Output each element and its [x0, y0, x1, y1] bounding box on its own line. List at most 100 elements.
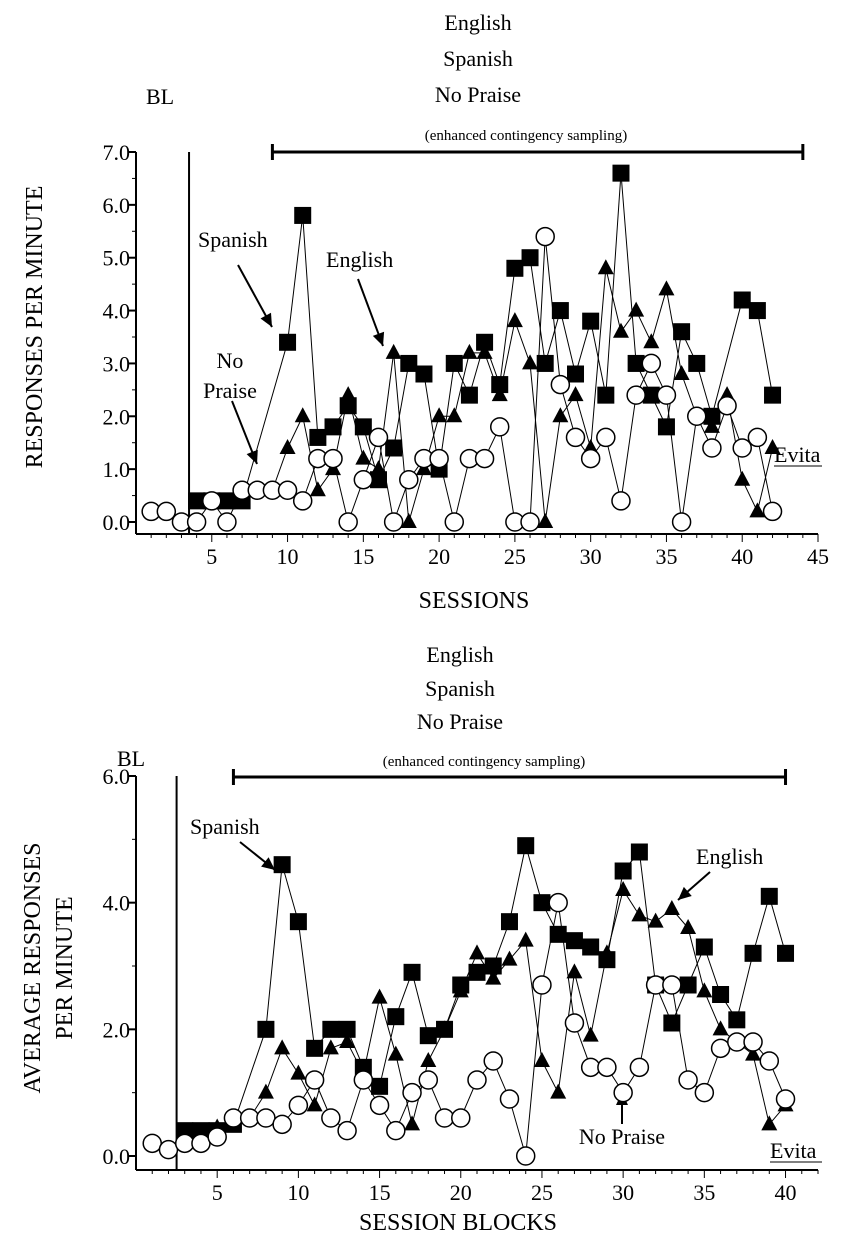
triangle-marker: [385, 343, 402, 359]
triangle-marker: [294, 407, 311, 423]
x-tick-label: 5: [212, 1180, 223, 1205]
circle-marker: [775, 1089, 796, 1109]
circle-marker: [429, 448, 449, 469]
circle-marker: [292, 491, 313, 511]
triangle-marker: [537, 513, 554, 528]
x-tick-label: 20: [450, 1180, 472, 1205]
triangle-marker: [446, 407, 463, 423]
circle-marker: [743, 1032, 763, 1052]
square-marker: [322, 1020, 340, 1038]
circle-marker: [532, 975, 552, 995]
circle-marker: [727, 1032, 747, 1052]
circle-marker: [687, 406, 707, 427]
square-marker: [273, 856, 291, 874]
circle-marker: [596, 427, 616, 448]
square-marker: [415, 365, 433, 383]
triangle-marker: [340, 386, 357, 402]
x-tick-label: 10: [287, 1180, 309, 1205]
circle-marker: [732, 438, 752, 458]
triangle-marker: [355, 449, 372, 465]
x-tick-label: 35: [655, 544, 677, 569]
circle-marker: [483, 1051, 503, 1071]
square-marker: [476, 333, 494, 351]
circle-marker: [597, 1057, 617, 1078]
circle-marker: [710, 1038, 731, 1059]
square-marker: [257, 1020, 275, 1038]
chart-session-blocks: English Spanish No Praise BL (enhanced c…: [20, 642, 822, 1236]
square-marker: [460, 386, 478, 404]
condition-english-label: English: [426, 642, 493, 667]
circle-marker: [369, 1095, 390, 1116]
y-axis-title-line1: AVERAGE RESPONSES: [20, 843, 46, 1094]
triangle-marker: [370, 460, 387, 476]
square-marker: [551, 302, 569, 320]
square-marker: [748, 302, 766, 320]
circle-marker: [580, 448, 601, 469]
circle-marker: [223, 1108, 244, 1128]
square-marker: [712, 986, 730, 1003]
square-marker: [744, 944, 762, 962]
condition-english-label: English: [444, 10, 511, 35]
x-axis-title: SESSIONS: [419, 588, 530, 614]
triangle-marker: [696, 982, 713, 998]
chart-sessions: English Spanish No Praise BL (enhanced c…: [22, 10, 829, 614]
square-marker: [521, 249, 539, 267]
y-tick-label: 6.0: [103, 764, 131, 789]
x-axis-title: SESSION BLOCKS: [359, 1210, 557, 1236]
x-tick-label: 40: [731, 544, 753, 569]
circle-marker: [535, 226, 555, 247]
x-tick-label: 45: [807, 544, 829, 569]
circle-marker: [418, 1070, 439, 1090]
annotation-no-praise-line2: Praise: [203, 378, 257, 403]
axes: 5 10 15 20 25 30 35 40 45 0.0 1.0 2.0 3.0 4.0 5.0 6.0 7.…: [103, 140, 830, 569]
triangle-marker: [491, 386, 508, 402]
series-line: [196, 173, 774, 502]
triangle-marker: [734, 470, 751, 486]
square-marker: [679, 976, 697, 994]
x-tick-label: 20: [428, 544, 450, 569]
triangle-marker: [643, 333, 660, 349]
square-marker: [688, 354, 706, 372]
circle-marker: [515, 1146, 536, 1166]
circle-marker: [656, 385, 677, 405]
square-marker: [760, 887, 778, 905]
x-tick-label: 25: [504, 544, 526, 569]
triangle-marker: [663, 900, 680, 915]
triangle-marker: [339, 1033, 356, 1048]
triangle-marker: [420, 1052, 437, 1067]
condition-note: (enhanced contingency sampling): [383, 754, 585, 770]
circle-marker: [186, 512, 207, 532]
circle-marker: [156, 501, 177, 522]
square-marker: [289, 913, 307, 931]
circle-marker: [645, 975, 666, 995]
triangle-marker: [566, 963, 583, 979]
triangle-marker: [745, 1045, 762, 1061]
square-marker: [306, 1039, 324, 1057]
triangle-marker: [274, 1039, 291, 1055]
square-marker: [673, 323, 691, 341]
square-marker: [445, 354, 463, 372]
circle-marker: [142, 1133, 162, 1154]
circle-marker: [759, 1051, 780, 1071]
circle-marker: [399, 469, 419, 490]
y-tick-label: 3.0: [103, 351, 131, 376]
square-marker: [597, 386, 615, 404]
square-marker: [400, 354, 418, 372]
x-tick-label: 35: [693, 1180, 715, 1205]
circle-marker: [277, 480, 298, 501]
square-marker: [582, 938, 600, 956]
circle-marker: [550, 374, 571, 395]
circle-marker: [611, 491, 631, 511]
annotation-no-praise-line1: No: [217, 348, 244, 373]
circle-marker: [353, 469, 374, 490]
square-marker: [279, 333, 297, 351]
triangle-marker: [306, 1096, 323, 1112]
triangle-marker: [582, 1026, 599, 1042]
x-tick-label: 30: [612, 1180, 634, 1205]
circle-marker: [217, 512, 237, 532]
triangle-marker: [461, 343, 478, 359]
triangle-marker: [612, 322, 629, 338]
square-marker: [612, 164, 630, 182]
series-english: [249, 259, 781, 528]
triangle-marker: [567, 386, 584, 402]
